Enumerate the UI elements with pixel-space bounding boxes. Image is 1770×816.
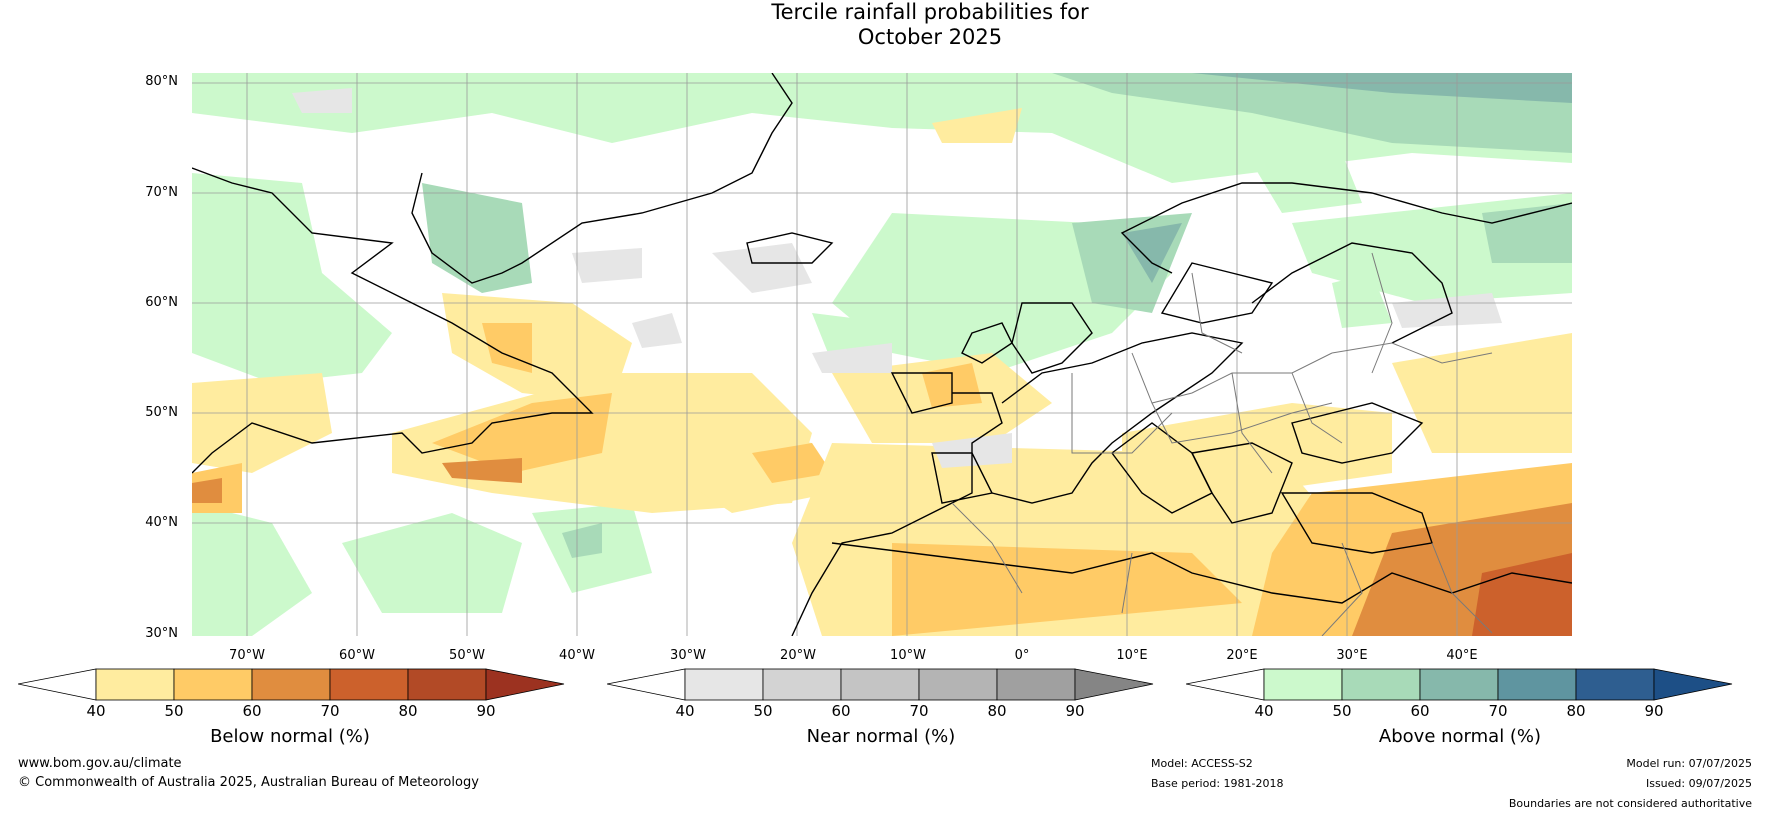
colorbar-segment [840, 668, 920, 701]
lon-label-60w: 60°W [339, 648, 375, 663]
lat-label-40n: 40°N [145, 515, 178, 530]
colorbar-tick-label: 60 [1410, 702, 1430, 720]
colorbar-extend-low [607, 668, 686, 701]
colorbar-segment [1575, 668, 1655, 701]
below-normal-label: Below normal (%) [210, 726, 370, 747]
colorbar-segment [1419, 668, 1499, 701]
colorbar-tick-label: 40 [86, 702, 106, 720]
colorbar-tick-label: 50 [1332, 702, 1352, 720]
lat-label-50n: 50°N [145, 405, 178, 420]
colorbar-extend-low [1186, 668, 1265, 701]
lon-label-20e: 20°E [1226, 648, 1258, 663]
below-normal-regions [192, 108, 1572, 636]
lon-label-40e: 40°E [1446, 648, 1478, 663]
colorbar-extend-high [1653, 668, 1733, 701]
country-borders [951, 252, 1493, 636]
colorbar-segment [95, 668, 175, 701]
colorbar-tick-label: 90 [1065, 702, 1085, 720]
colorbar-tick-label: 70 [1488, 702, 1508, 720]
lon-label-20w: 20°W [780, 648, 816, 663]
colorbar-tick-label: 60 [242, 702, 262, 720]
colorbar-extend-low [18, 668, 97, 701]
colorbar-tick-label: 70 [909, 702, 929, 720]
colorbar-segment [918, 668, 998, 701]
lon-label-10w: 10°W [890, 648, 926, 663]
colorbar-tick-label: 50 [753, 702, 773, 720]
lon-label-50w: 50°W [449, 648, 485, 663]
colorbar-segment [329, 668, 409, 701]
model-run-text: Model run: 07/07/2025 [1626, 757, 1752, 770]
rainfall-probability-map [192, 73, 1572, 636]
model-text: Model: ACCESS-S2 [1151, 757, 1253, 770]
map-title: Tercile rainfall probabilities for Octob… [0, 0, 1770, 50]
title-line-2: October 2025 [857, 25, 1003, 49]
colorbar-segment [996, 668, 1076, 701]
lon-label-10e: 10°E [1116, 648, 1148, 663]
lon-label-30e: 30°E [1336, 648, 1368, 663]
colorbar-segment [1497, 668, 1577, 701]
colorbar-tick-label: 90 [1644, 702, 1664, 720]
colorbar-extend-high [1074, 668, 1154, 701]
colorbar-tick-label: 70 [320, 702, 340, 720]
near-normal-regions [292, 88, 1502, 468]
colorbar-segment [762, 668, 842, 701]
near-normal-colorbar [607, 668, 1154, 701]
lon-label-70w: 70°W [229, 648, 265, 663]
disclaimer-text: Boundaries are not considered authoritat… [1508, 797, 1752, 810]
below-normal-colorbar [18, 668, 565, 701]
lon-label-0: 0° [1014, 648, 1030, 663]
map-canvas [192, 73, 1572, 636]
colorbar-segment [251, 668, 331, 701]
lat-label-80n: 80°N [145, 74, 178, 89]
colorbar-tick-label: 40 [1254, 702, 1274, 720]
lat-label-30n: 30°N [145, 626, 178, 641]
colorbar-tick-label: 80 [398, 702, 418, 720]
copyright-text: © Commonwealth of Australia 2025, Austra… [18, 775, 479, 790]
colorbar-segment [1263, 668, 1343, 701]
graticule [192, 73, 1572, 636]
issued-text: Issued: 09/07/2025 [1645, 777, 1752, 790]
colorbar-segment [684, 668, 764, 701]
base-period-text: Base period: 1981-2018 [1151, 777, 1284, 790]
colorbar-segment [1341, 668, 1421, 701]
colorbar-segment [173, 668, 253, 701]
title-line-1: Tercile rainfall probabilities for [771, 0, 1089, 24]
above-normal-colorbar [1186, 668, 1733, 701]
lon-label-30w: 30°W [670, 648, 706, 663]
coastlines [192, 73, 1572, 636]
colorbar-tick-label: 40 [675, 702, 695, 720]
colorbar-segment [407, 668, 487, 701]
near-normal-label: Near normal (%) [806, 726, 956, 747]
lat-label-70n: 70°N [145, 185, 178, 200]
above-normal-regions [192, 73, 1572, 636]
website-link[interactable]: www.bom.gov.au/climate [18, 756, 182, 771]
colorbar-tick-label: 90 [476, 702, 496, 720]
above-normal-label: Above normal (%) [1378, 726, 1542, 747]
lat-label-60n: 60°N [145, 295, 178, 310]
colorbar-tick-label: 50 [164, 702, 184, 720]
colorbar-tick-label: 60 [831, 702, 851, 720]
colorbar-extend-high [485, 668, 565, 701]
colorbar-tick-label: 80 [987, 702, 1007, 720]
colorbar-tick-label: 80 [1566, 702, 1586, 720]
lon-label-40w: 40°W [559, 648, 595, 663]
